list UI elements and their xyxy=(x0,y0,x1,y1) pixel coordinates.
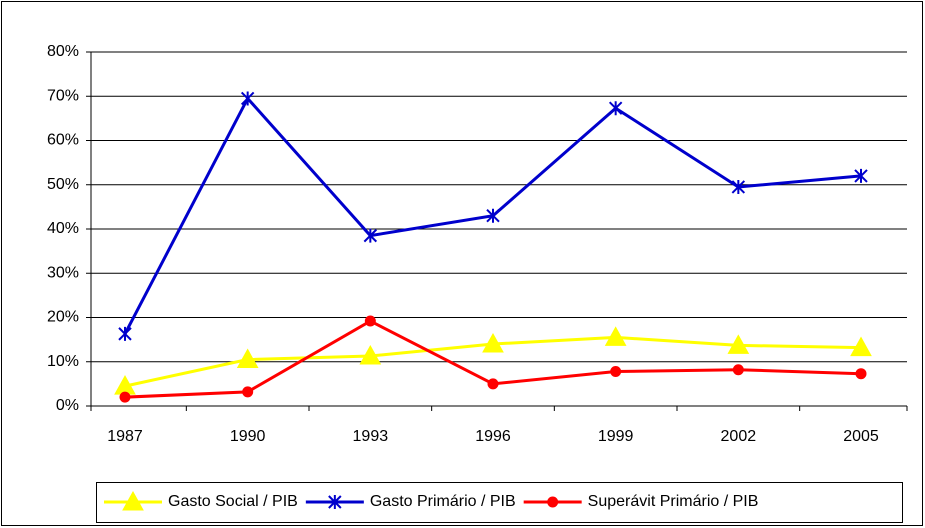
marker xyxy=(118,326,132,341)
y-tick-label: 70% xyxy=(47,87,79,104)
y-tick-label: 50% xyxy=(47,176,79,193)
marker xyxy=(364,315,376,327)
marker xyxy=(240,91,255,106)
y-tick-label: 60% xyxy=(47,132,79,149)
marker xyxy=(236,348,259,369)
legend-label: Superávit Primário / PIB xyxy=(588,493,759,510)
legend-label: Gasto Primário / PIB xyxy=(370,493,516,510)
marker xyxy=(122,490,144,511)
legend: Gasto Social / PIB Gasto Primário / PIB Su… xyxy=(96,482,903,523)
marker xyxy=(482,333,504,353)
y-tick-label: 20% xyxy=(47,309,79,326)
legend-label: Gasto Social / PIB xyxy=(168,493,298,510)
x-tick-label: 2005 xyxy=(843,428,879,445)
marker xyxy=(604,326,627,346)
y-tick-label: 0% xyxy=(56,397,79,414)
marker xyxy=(854,168,868,183)
legend-box xyxy=(96,482,903,523)
y-tick-label: 10% xyxy=(47,353,79,370)
marker xyxy=(732,364,744,376)
marker xyxy=(608,101,623,116)
y-tick-label: 30% xyxy=(47,264,79,281)
x-tick-label: 1996 xyxy=(475,428,511,445)
marker xyxy=(731,179,746,194)
x-tick-label: 2002 xyxy=(721,428,757,445)
marker xyxy=(363,228,378,243)
marker xyxy=(242,386,254,398)
marker xyxy=(610,365,622,377)
marker xyxy=(119,391,131,403)
y-tick-label: 80% xyxy=(47,43,79,60)
marker xyxy=(359,344,382,365)
marker xyxy=(486,208,500,223)
x-tick-label: 1993 xyxy=(353,428,389,445)
marker xyxy=(855,368,867,380)
marker xyxy=(487,378,499,390)
y-tick-label: 40% xyxy=(47,220,79,237)
marker xyxy=(547,496,559,508)
x-tick-label: 1987 xyxy=(107,428,143,445)
marker xyxy=(727,334,750,354)
marker xyxy=(328,495,342,509)
x-tick-label: 1999 xyxy=(598,428,634,445)
marker xyxy=(850,336,872,357)
x-tick-label: 1990 xyxy=(230,428,266,445)
